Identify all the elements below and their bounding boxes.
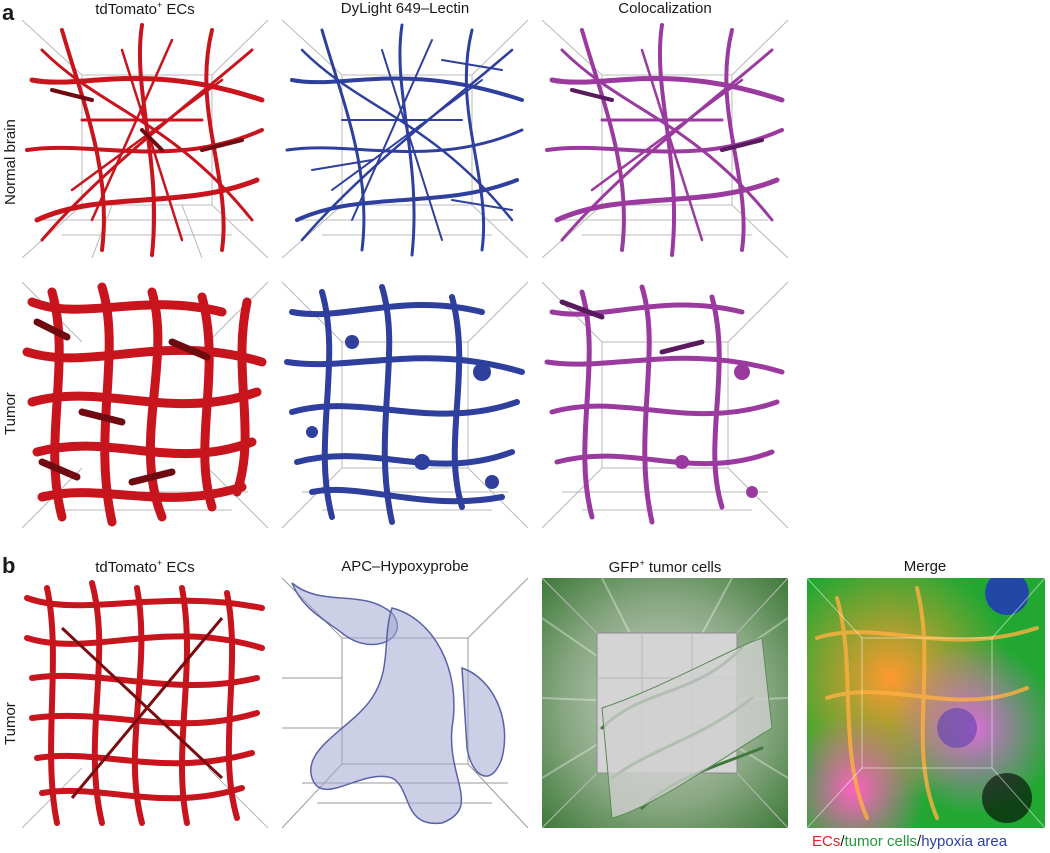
image-b-gfp-tumor-cells <box>542 578 788 828</box>
row-label-tumor-a: Tumor <box>2 392 19 435</box>
image-tumor-colocalization <box>542 282 788 528</box>
image-normal-brain-tdtomato <box>22 20 268 258</box>
image-normal-brain-colocalization <box>542 20 788 258</box>
legend-tumor-cells: tumor cells <box>844 833 918 850</box>
legend-separator-2: / <box>917 833 922 850</box>
column-header-gfp-tumor-cells: GFP+ tumor cells <box>608 558 722 576</box>
panel-letter-b: b <box>2 553 16 578</box>
column-header-tdtomato-ecs: tdTomato+ ECs <box>95 0 195 18</box>
legend-ecs: ECs <box>812 833 841 850</box>
column-header-dylight-lectin: DyLight 649–Lectin <box>340 0 470 17</box>
column-header-colocalization: Colocalization <box>618 0 712 17</box>
panel-letter-a: a <box>2 0 15 25</box>
legend-hypoxia-area: hypoxia area <box>921 833 1008 850</box>
image-b-tdtomato <box>22 578 268 828</box>
image-normal-brain-lectin <box>282 20 528 258</box>
image-tumor-tdtomato <box>22 282 268 528</box>
column-header-apc-hypoxyprobe: APC–Hypoxyprobe <box>341 558 469 575</box>
column-header-b-tdtomato-ecs: tdTomato+ ECs <box>95 558 195 576</box>
column-header-merge: Merge <box>903 558 947 575</box>
image-b-hypoxyprobe <box>282 578 528 828</box>
image-tumor-lectin <box>282 282 528 528</box>
row-label-tumor-b: Tumor <box>2 702 19 745</box>
image-b-merge <box>807 578 1045 828</box>
color-legend: ECs/tumor cells/hypoxia area <box>812 833 1007 850</box>
row-label-normal-brain: Normal brain <box>2 119 19 205</box>
legend-separator-1: / <box>840 833 845 850</box>
